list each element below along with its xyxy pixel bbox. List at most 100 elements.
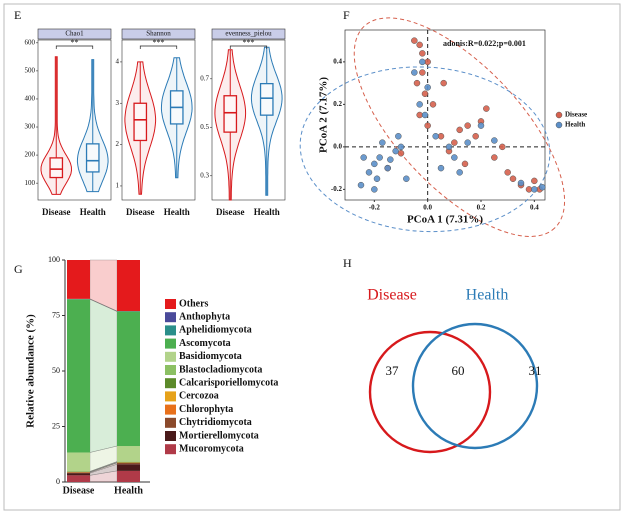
point (531, 186, 538, 193)
x-tick-label: Health (164, 207, 190, 217)
point (445, 143, 453, 151)
point (357, 181, 365, 189)
y-tick-label: 3 (116, 99, 120, 107)
legend-swatch (165, 299, 176, 309)
point (451, 139, 458, 146)
point (371, 186, 378, 193)
legend-swatch (165, 417, 176, 428)
point (456, 169, 463, 176)
point (376, 154, 383, 161)
legend-label: Blastocladiomycota (179, 364, 262, 375)
venn-count: 60 (452, 363, 465, 378)
y-tick-label: 50 (52, 366, 60, 375)
significance-bracket (229, 45, 268, 49)
confidence-ellipse (299, 66, 551, 233)
point (413, 79, 421, 87)
legend-label: Cercozoa (179, 391, 219, 402)
y-axis-label: Relative abundance (%) (25, 314, 37, 428)
point (421, 111, 429, 119)
point (371, 160, 378, 168)
y-tick-label: 300 (25, 123, 36, 131)
significance-bracket (55, 45, 94, 49)
y-tick-label: 0.3 (200, 171, 209, 179)
y-tick-label: 100 (25, 179, 36, 187)
legend-label: Mortierellomycota (179, 430, 259, 441)
point (416, 101, 423, 108)
x-axis-label: PCoA 1 (7.31%) (407, 214, 483, 226)
point (360, 154, 367, 161)
legend-swatch (165, 338, 176, 349)
significance: *** (153, 38, 165, 47)
significance: ** (71, 38, 79, 47)
venn-set-label: Health (466, 287, 509, 304)
point (483, 105, 490, 112)
strip-header (211, 28, 286, 40)
y-tick-label: 400 (25, 95, 36, 103)
legend-swatch (165, 444, 176, 455)
box (49, 157, 64, 179)
x-tick-label: Health (80, 207, 106, 217)
legend-swatch (165, 325, 176, 336)
point (424, 122, 431, 129)
y-tick-label: 1 (116, 182, 120, 190)
point (456, 126, 463, 134)
y-tick-label: 0.7 (200, 74, 209, 82)
legend-label: Basidiomycota (179, 351, 242, 362)
point (432, 133, 439, 140)
figure-border (3, 3, 621, 511)
bar-segment (117, 462, 140, 465)
legend-label: Disease (565, 111, 587, 119)
legend-label: Health (565, 121, 585, 129)
confidence-ellipse (353, 17, 566, 237)
x-tick-label: -0.2 (369, 204, 381, 212)
point (379, 139, 386, 146)
point (429, 101, 437, 108)
bar-segment (117, 311, 140, 447)
y-tick-label: 600 (25, 38, 36, 46)
y-tick-label: 4 (116, 58, 120, 66)
point (411, 69, 418, 76)
bar-segment (67, 473, 90, 476)
bar-segment (67, 299, 90, 453)
flow (89, 299, 118, 453)
bar-segment (117, 470, 140, 482)
point (491, 154, 498, 161)
point (392, 147, 399, 155)
strip-header (121, 28, 196, 40)
box (85, 143, 100, 173)
bar-segment (117, 464, 140, 471)
venn-set (368, 330, 492, 454)
point (437, 164, 445, 172)
point (509, 175, 517, 182)
point (440, 79, 447, 87)
point (421, 90, 429, 97)
legend-label: Mucoromycota (179, 443, 244, 454)
x-tick-label: 0.0 (423, 204, 432, 212)
plot-frame (211, 39, 286, 201)
point (491, 137, 498, 144)
box (223, 95, 238, 133)
plot-frame (344, 29, 546, 201)
annotation: adonis:R=0.022;p=0.001 (443, 39, 526, 48)
legend-swatch (555, 111, 563, 119)
point (395, 133, 402, 140)
point (416, 41, 423, 49)
venn-set-label: Disease (367, 287, 417, 304)
x-tick-label: Disease (63, 485, 95, 496)
plot-frame (37, 39, 112, 201)
legend-swatch (165, 391, 176, 402)
x-tick-label: Health (114, 485, 143, 496)
x-tick-label: Disease (42, 207, 71, 217)
bar-segment (67, 452, 90, 472)
plot-frame (121, 39, 196, 201)
y-axis-label: PCoA 2 (7.17%) (318, 77, 330, 153)
legend-swatch (165, 378, 176, 389)
panel-letter: F (343, 8, 350, 22)
point (461, 160, 469, 168)
point (387, 156, 394, 163)
legend-swatch (165, 351, 176, 362)
y-tick-label: 500 (25, 66, 36, 74)
legend-label: Ascomycota (179, 338, 231, 349)
box (133, 102, 148, 142)
